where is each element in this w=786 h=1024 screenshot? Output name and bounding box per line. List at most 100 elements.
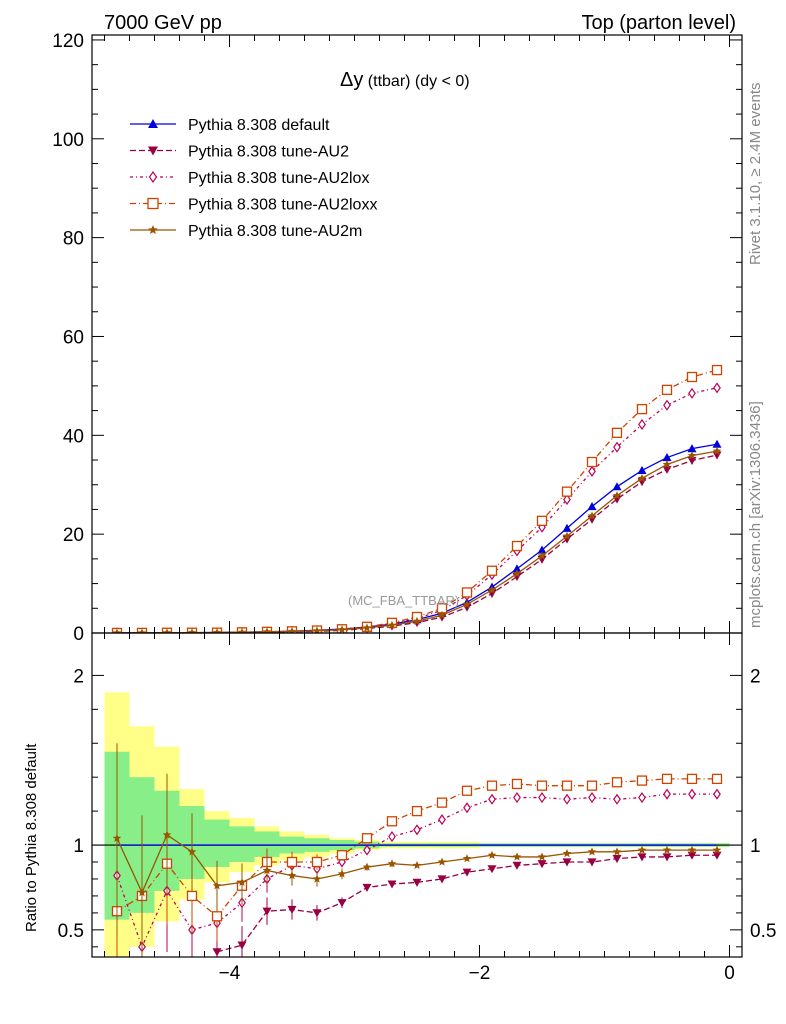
ratio-4-point: [662, 845, 672, 854]
ratio-y-tick-label-right: 0.5: [750, 921, 776, 942]
series-1-point: [662, 465, 672, 474]
ratio-1-point: [587, 858, 597, 867]
series-0-point: [587, 501, 597, 511]
ratio-4-point: [387, 859, 397, 868]
band-inner-bin: [229, 826, 255, 863]
ratio-4-point: [462, 854, 472, 863]
ratio-ylabel: Ratio to Pythia 8.308 default: [23, 743, 40, 932]
ratio-4-point: [687, 845, 697, 854]
ratio-1-point: [412, 878, 422, 887]
ratio-1-point: [212, 948, 222, 957]
series-0-point: [537, 545, 547, 554]
series-0-point: [562, 523, 572, 532]
ratio-1-point: [712, 851, 722, 860]
series-3-point: [561, 486, 573, 497]
ratio-4-point: [287, 871, 297, 880]
analysis-watermark: (MC_FBA_TTBAR): [348, 593, 459, 608]
plot-title-rest: (ttbar) (dy < 0): [363, 73, 469, 90]
ratio-4-point: [562, 849, 572, 858]
ratio-3-point: [686, 773, 698, 785]
series-4-point: [237, 627, 247, 633]
series-0-point: [687, 444, 697, 453]
ratio-1-point: [637, 853, 647, 862]
ratio-2-point: [488, 793, 496, 805]
series-4-point: [112, 628, 122, 633]
ratio-y-tick-label: 2: [73, 666, 84, 687]
series-4-point: [162, 628, 172, 633]
series-layer: [111, 364, 723, 957]
ratio-4-point: [487, 850, 497, 859]
ratio-1-point: [662, 853, 672, 862]
ratio-1-point: [237, 941, 247, 950]
ratio-1-point: [687, 851, 697, 860]
series-4-point: [387, 620, 397, 629]
ratio-2-point: [363, 844, 371, 856]
series-4-point: [512, 569, 522, 578]
series-3-point: [636, 403, 648, 415]
ratio-y-tick-label: 0.5: [58, 921, 84, 942]
series-4-point: [487, 585, 497, 594]
series-3-point: [711, 364, 723, 376]
ratio-line-1: [216, 854, 717, 953]
ratio-4-point: [537, 852, 547, 861]
ratio-4-point: [362, 862, 372, 871]
ratio-2-point: [438, 814, 446, 826]
ratio-1-point: [562, 858, 572, 867]
x-tick-label: −2: [469, 963, 491, 984]
series-1-point: [687, 456, 697, 466]
series-4-point: [187, 628, 197, 633]
ratio-3-point: [386, 816, 398, 827]
ratio-3-point: [211, 911, 223, 922]
ratio-1-point: [437, 875, 447, 884]
ratio-1-point: [462, 868, 472, 877]
series-2-point: [613, 441, 621, 453]
ratio-2-point: [338, 856, 346, 868]
series-4-point: [537, 551, 547, 560]
ratio-4-point: [412, 860, 422, 869]
ratio-4-point: [187, 847, 197, 856]
ratio-1-point: [287, 905, 297, 915]
main-y-tick-label: 100: [52, 130, 84, 151]
ratio-3-point: [436, 797, 448, 808]
axes-layer: −4 −2 0 0 20 40 60 80 100 120 0.5 0.5 1 1 2 2: [52, 31, 776, 984]
ratio-1-point: [387, 880, 397, 889]
ratio-1-point: [262, 907, 272, 916]
ratio-3-point: [486, 780, 498, 791]
legend-marker-0: [148, 119, 158, 128]
ratio-2-point: [463, 802, 471, 814]
series-3-point: [511, 540, 523, 552]
ratio-3-point: [661, 773, 673, 785]
ratio-4-point: [112, 833, 122, 842]
ratio-series-group: [111, 743, 723, 957]
main-y-tick-label: 0: [73, 624, 84, 645]
series-4-point: [712, 446, 722, 455]
series-3-point: [536, 515, 548, 526]
legend-marker-1: [148, 146, 158, 156]
header-right: Top (parton level): [581, 12, 736, 34]
ratio-4-point: [262, 866, 272, 875]
ratio-y-tick-label-right: 1: [750, 836, 761, 857]
series-0-point: [637, 465, 647, 475]
series-4-point: [562, 531, 572, 540]
legend-marker-3: [147, 197, 159, 210]
main-series-group: [111, 364, 723, 633]
plot-title: Δy (ttbar) (dy < 0): [340, 69, 470, 91]
ratio-3-point: [461, 785, 473, 796]
series-3-point: [686, 371, 698, 383]
ratio-4-point: [712, 845, 722, 854]
x-tick-label: −4: [219, 963, 241, 984]
ratio-2-point: [663, 788, 671, 800]
series-4-point: [312, 626, 322, 633]
ratio-2-point: [538, 791, 546, 804]
series-0-point: [662, 453, 672, 462]
series-0-point: [512, 564, 522, 573]
ratio-3-point: [336, 850, 348, 861]
ratio-4-point: [587, 847, 597, 856]
ratio-3-point: [561, 780, 573, 791]
ratio-3-point: [186, 890, 198, 902]
legend-label-3: Pythia 8.308 tune-AU2loxx: [188, 197, 377, 214]
ratio-1-point: [337, 899, 347, 908]
rivet-label: Rivet 3.1.10, ≥ 2.4M events: [747, 83, 764, 266]
ratio-3-point: [311, 856, 323, 868]
ratio-3-point: [636, 775, 648, 786]
